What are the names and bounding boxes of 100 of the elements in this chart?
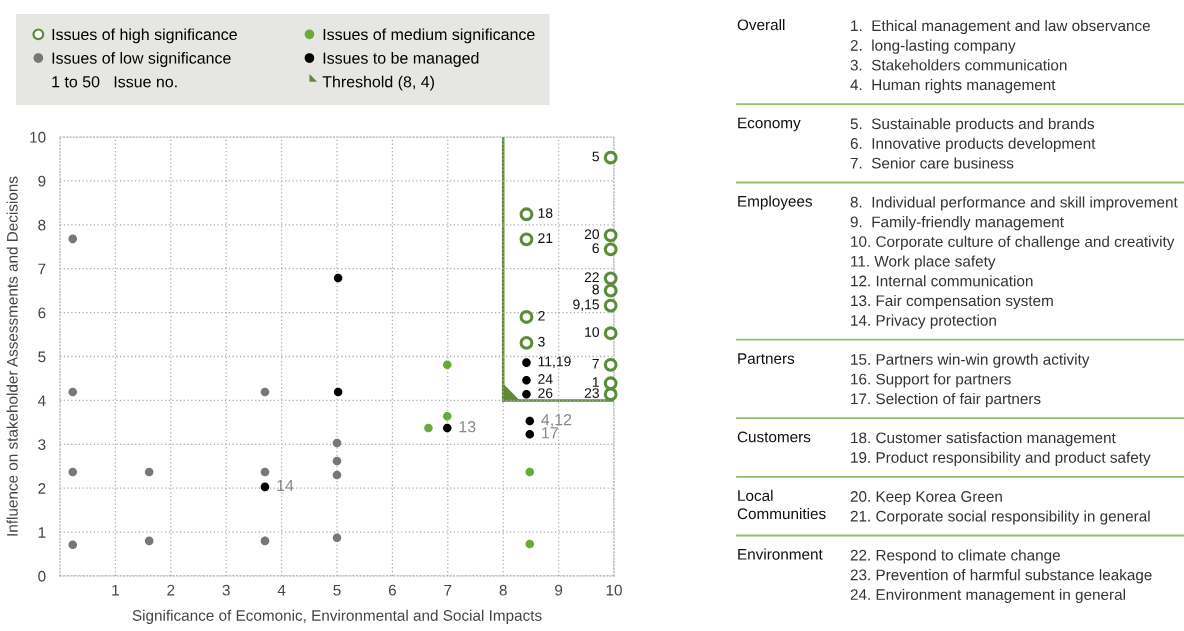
text: 4. Human rights management	[850, 78, 1056, 94]
y-tick-label: 5	[38, 351, 46, 363]
point	[442, 360, 452, 370]
y-tick-label: 9	[38, 175, 46, 187]
category-label: Economy	[738, 117, 801, 132]
text: 7. Senior care business	[850, 157, 1014, 169]
text: 16. Support for partners	[851, 373, 1011, 388]
y-tick-label: 2	[38, 483, 46, 494]
text: 23. Prevention of harmful substance leakage	[850, 569, 1152, 584]
point	[603, 376, 618, 391]
text: 14. Privacy protection	[851, 314, 996, 329]
point	[603, 387, 618, 402]
text: 5. Sustainable products and brands	[850, 117, 1095, 133]
legend-label: Issues of high significance	[52, 28, 237, 44]
y-axis-title: Influence on stakeholder Assessments and Decisions	[6, 176, 18, 536]
y-tick-label: 4	[37, 395, 46, 406]
point	[522, 358, 531, 367]
point	[68, 387, 78, 397]
y-tick-label: 7	[38, 263, 46, 275]
point	[332, 533, 342, 543]
text: 8. Individual performance and skill improvement	[850, 196, 1178, 211]
x-tick-label: 3	[222, 584, 230, 596]
text: 18. Customer satisfaction management	[851, 431, 1116, 447]
text: 11. Work place safety	[851, 255, 996, 270]
text: 15. Partners win-win growth activity	[851, 353, 1090, 368]
annotation: 17	[542, 427, 558, 439]
x-tick-label: 5	[333, 584, 341, 596]
point	[144, 536, 154, 546]
annotation: 4,12	[541, 414, 572, 428]
point	[260, 482, 270, 492]
y-tick-label: 6	[38, 307, 46, 319]
annotation: 3	[538, 336, 545, 347]
point	[603, 228, 618, 243]
y-tick-label: 8	[38, 219, 46, 231]
text: 2. long-lasting company	[850, 39, 1016, 54]
legend-label: Threshold (8, 4)	[322, 75, 434, 91]
point	[525, 429, 535, 439]
text: 10. Corporate culture of challenge and creativity	[851, 235, 1175, 251]
point	[260, 467, 270, 477]
legend-label: Issues of low significance	[52, 52, 231, 67]
annotation: 26	[538, 388, 553, 398]
legend-label: Issues of medium significance	[323, 28, 535, 44]
text: 1. Ethical management and law observance	[851, 19, 1150, 35]
x-tick-label: 6	[388, 584, 396, 596]
category-label: Partners	[738, 353, 795, 364]
point	[332, 456, 342, 466]
y-tick-label: 0	[38, 570, 46, 582]
x-tick-label: 9	[555, 584, 563, 596]
text: 17. Selection of fair partners	[851, 392, 1041, 408]
category-label: Overall	[737, 19, 785, 31]
text: 19. Product responsibility and product safety	[851, 451, 1151, 466]
point	[519, 232, 534, 247]
point	[442, 411, 452, 421]
text: 6. Innovative products development	[850, 137, 1096, 152]
annotation: 2	[538, 310, 545, 321]
text: 9. Family-friendly management	[850, 216, 1064, 231]
annotation: 24	[538, 374, 553, 384]
text: 13. Fair compensation system	[851, 294, 1053, 310]
x-tick-label: 1	[112, 584, 119, 596]
point	[525, 539, 535, 549]
annotation: 13	[459, 421, 476, 433]
point	[525, 416, 535, 426]
point	[519, 310, 534, 324]
point	[603, 298, 618, 313]
x-tick-label: 10	[606, 584, 622, 596]
annotation: 22	[584, 272, 599, 282]
point	[519, 207, 534, 222]
category-label: Environment	[738, 548, 823, 560]
annotation: 5	[592, 151, 599, 162]
annotation: 18	[538, 208, 553, 218]
text: 12. Internal communication	[851, 275, 1033, 287]
point	[603, 326, 618, 341]
point	[333, 387, 343, 397]
point	[603, 283, 618, 298]
annotation: 20	[584, 229, 600, 240]
point	[519, 335, 534, 350]
x-tick-label: 4	[277, 584, 286, 596]
annotation: 6	[592, 243, 599, 254]
point	[603, 357, 618, 372]
category-label: Local Communities	[737, 489, 826, 520]
text: 22. Respond to climate change	[850, 549, 1060, 564]
point	[260, 387, 270, 397]
x-tick-label: 2	[167, 584, 175, 596]
annotation: 14	[277, 480, 294, 492]
point	[424, 423, 433, 433]
point	[144, 467, 154, 477]
x-tick-label: 7	[444, 584, 452, 596]
annotation: 7	[592, 358, 599, 369]
point	[522, 389, 531, 399]
annotation: 21	[538, 233, 553, 243]
point	[603, 150, 618, 165]
point	[522, 375, 531, 385]
point	[603, 242, 618, 257]
annotation: 8	[592, 284, 599, 295]
text: 21. Corporate social responsibility in general	[850, 510, 1150, 525]
legend-label: Issues to be managed	[323, 52, 479, 67]
category-label: Customers	[737, 431, 811, 443]
text: 1 to 50 Issue no.	[52, 76, 177, 88]
text: 24. Environment management in general	[850, 588, 1125, 604]
y-tick-label: 1	[38, 527, 46, 538]
